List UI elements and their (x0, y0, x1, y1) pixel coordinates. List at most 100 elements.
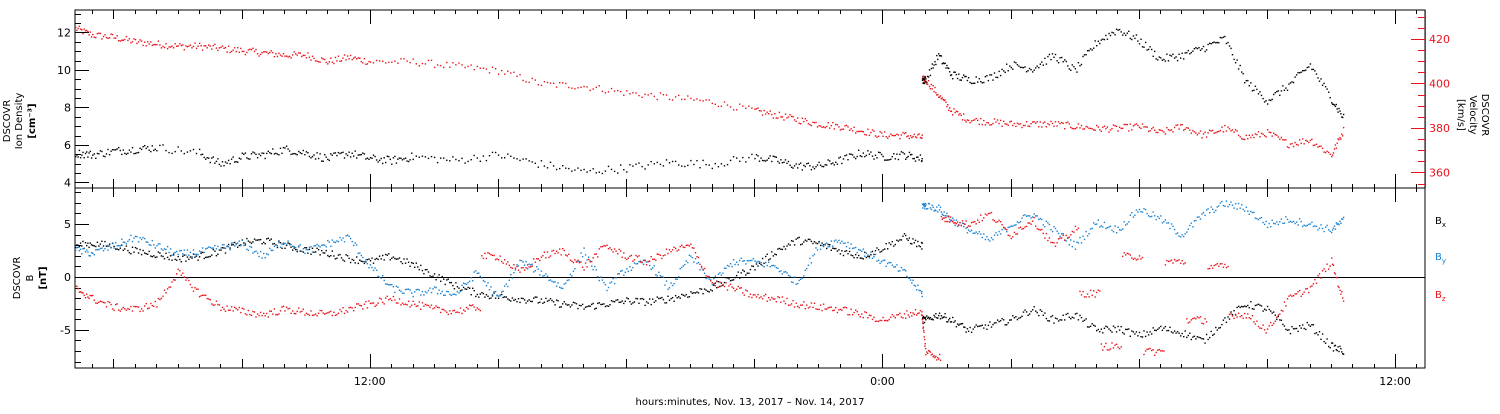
data-point-s0 (1196, 47, 1199, 50)
data-point-s0 (924, 316, 927, 319)
data-point-s1 (597, 276, 599, 278)
data-point-s0 (772, 155, 774, 157)
data-point-s1 (415, 289, 417, 291)
data-point-s0 (337, 254, 340, 256)
data-point-s1 (1268, 222, 1270, 225)
data-point-s0 (409, 159, 411, 161)
data-point-s2 (742, 292, 744, 294)
data-point-s1 (1335, 147, 1337, 149)
data-point-s2 (409, 306, 411, 308)
data-point-s0 (411, 262, 413, 264)
data-point-s0 (768, 157, 770, 159)
data-point-s0 (473, 290, 475, 292)
data-point-s0 (821, 242, 823, 244)
data-point-s2 (935, 355, 937, 358)
data-point-s2 (151, 304, 153, 307)
data-point-s2 (226, 305, 228, 307)
data-point-s1 (923, 204, 925, 207)
data-point-s0 (949, 71, 951, 73)
data-point-s1 (359, 252, 361, 254)
data-point-s2 (230, 306, 233, 308)
data-point-s0 (1064, 319, 1066, 321)
data-point-s0 (1193, 335, 1196, 337)
data-point-s1 (1292, 220, 1295, 223)
data-point-s1 (1030, 217, 1032, 219)
data-point-s1 (79, 28, 82, 30)
data-point-s0 (1019, 66, 1022, 69)
data-point-s2 (1236, 316, 1238, 318)
data-point-s0 (789, 244, 791, 246)
data-point-s2 (992, 219, 994, 221)
data-point-s0 (1250, 301, 1252, 303)
data-point-s0 (959, 79, 961, 81)
data-point-s1 (354, 56, 356, 58)
data-point-s1 (334, 56, 337, 59)
data-point-s1 (926, 83, 928, 85)
data-point-s0 (185, 260, 187, 262)
data-point-s2 (144, 305, 146, 307)
data-point-s0 (93, 245, 95, 247)
data-point-s1 (212, 247, 214, 249)
data-point-s1 (325, 246, 327, 248)
data-point-s2 (174, 279, 176, 281)
data-point-s1 (699, 99, 701, 102)
data-point-s2 (530, 266, 532, 268)
data-point-s1 (787, 274, 790, 277)
data-point-s0 (999, 320, 1002, 322)
data-point-s1 (739, 103, 741, 105)
data-point-s1 (897, 134, 900, 136)
data-point-s2 (293, 312, 295, 315)
data-point-s0 (642, 298, 645, 301)
data-point-s0 (1309, 63, 1312, 65)
data-point-s1 (1231, 129, 1234, 131)
data-point-s0 (942, 316, 944, 319)
data-point-s1 (671, 284, 674, 287)
data-point-s2 (246, 314, 248, 316)
data-point-s1 (780, 116, 782, 118)
data-point-s1 (206, 247, 208, 249)
data-point-s2 (217, 303, 219, 306)
data-point-s0 (900, 239, 903, 241)
data-point-s0 (763, 159, 765, 162)
data-point-s1 (113, 247, 115, 249)
data-point-s1 (134, 235, 137, 238)
data-point-s1 (1126, 223, 1128, 225)
data-point-s1 (844, 125, 846, 127)
data-point-s2 (1062, 234, 1064, 237)
data-point-s0 (404, 157, 407, 159)
data-point-s0 (1088, 49, 1090, 52)
data-point-s1 (841, 128, 843, 130)
data-point-s0 (1170, 55, 1173, 57)
data-point-s0 (647, 164, 649, 166)
data-point-s2 (536, 258, 538, 260)
data-point-s0 (130, 253, 132, 255)
data-point-s0 (1077, 62, 1080, 64)
data-point-s2 (826, 308, 828, 310)
data-point-s0 (908, 237, 911, 239)
data-point-s1 (933, 91, 935, 93)
data-point-s1 (476, 272, 478, 275)
data-point-s1 (1151, 215, 1153, 218)
data-point-s0 (319, 153, 321, 155)
data-point-s1 (1039, 121, 1041, 123)
data-point-s2 (908, 316, 911, 318)
data-point-s0 (559, 167, 561, 170)
data-point-s1 (1003, 120, 1005, 123)
data-point-s1 (473, 68, 475, 71)
data-point-s1 (180, 249, 182, 252)
data-point-s0 (220, 165, 222, 167)
data-point-s2 (221, 306, 224, 309)
data-point-s1 (88, 255, 90, 257)
data-point-s0 (505, 296, 507, 298)
data-point-s0 (1254, 304, 1257, 307)
data-point-s1 (783, 271, 785, 273)
data-point-s1 (1118, 229, 1121, 231)
data-point-s1 (397, 62, 399, 64)
data-point-s2 (1231, 315, 1234, 317)
data-point-s2 (707, 275, 709, 278)
data-point-s2 (647, 260, 649, 263)
data-point-s1 (322, 244, 324, 246)
data-point-s1 (1103, 125, 1106, 127)
data-point-s2 (391, 299, 393, 302)
data-point-s0 (1215, 42, 1217, 44)
